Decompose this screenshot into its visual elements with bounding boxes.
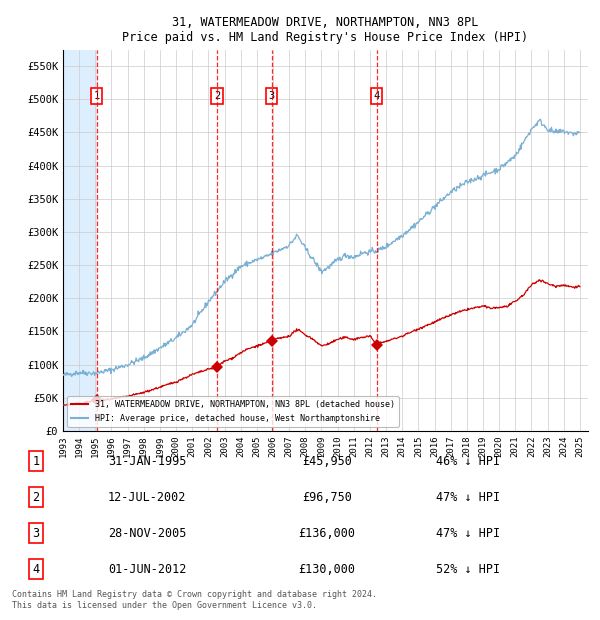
Text: 31-JAN-1995: 31-JAN-1995	[108, 455, 186, 467]
Text: Contains HM Land Registry data © Crown copyright and database right 2024.
This d: Contains HM Land Registry data © Crown c…	[12, 590, 377, 609]
Text: 4: 4	[32, 563, 40, 575]
Text: 47% ↓ HPI: 47% ↓ HPI	[436, 527, 500, 539]
Bar	[63, 50, 97, 431]
Text: 1: 1	[32, 455, 40, 467]
Text: £96,750: £96,750	[302, 491, 352, 503]
Text: 4: 4	[374, 91, 380, 101]
Text: 01-JUN-2012: 01-JUN-2012	[108, 563, 186, 575]
Text: £130,000: £130,000	[299, 563, 355, 575]
Text: 2: 2	[214, 91, 220, 101]
Text: £45,950: £45,950	[302, 455, 352, 467]
Text: 3: 3	[32, 527, 40, 539]
Text: 3: 3	[268, 91, 275, 101]
Title: 31, WATERMEADOW DRIVE, NORTHAMPTON, NN3 8PL
Price paid vs. HM Land Registry's Ho: 31, WATERMEADOW DRIVE, NORTHAMPTON, NN3 …	[122, 16, 529, 44]
Text: 28-NOV-2005: 28-NOV-2005	[108, 527, 186, 539]
Text: 12-JUL-2002: 12-JUL-2002	[108, 491, 186, 503]
Legend: 31, WATERMEADOW DRIVE, NORTHAMPTON, NN3 8PL (detached house), HPI: Average price: 31, WATERMEADOW DRIVE, NORTHAMPTON, NN3 …	[67, 396, 399, 427]
Text: 52% ↓ HPI: 52% ↓ HPI	[436, 563, 500, 575]
Text: 47% ↓ HPI: 47% ↓ HPI	[436, 491, 500, 503]
Text: £136,000: £136,000	[299, 527, 355, 539]
Text: 1: 1	[94, 91, 100, 101]
Text: 2: 2	[32, 491, 40, 503]
Text: 46% ↓ HPI: 46% ↓ HPI	[436, 455, 500, 467]
